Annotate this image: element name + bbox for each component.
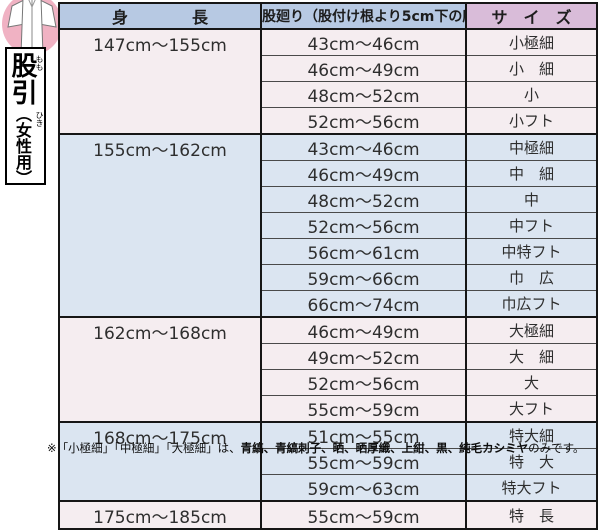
size-cell: 巾広フト [465, 290, 598, 317]
table-row: 55cm～59cm 大フト [59, 395, 598, 422]
footnote: ※「小極細」「中極細」「大極細」は、青縞、青縞刺子、晒、晒厚織、上紺、黒、純毛カ… [47, 440, 585, 456]
product-badge [2, 0, 62, 55]
circumference-cell: 49cm～52cm [260, 343, 467, 370]
circumference-cell: 43cm～46cm [260, 133, 467, 161]
circumference-cell: 46cm～49cm [260, 160, 467, 187]
circumference-cell: 46cm～49cm [260, 55, 467, 82]
size-cell: 小 [465, 81, 598, 108]
size-cell: 特 長 [465, 500, 598, 530]
size-cell: 巾 広 [465, 264, 598, 291]
header-size: サ イ ズ [465, 2, 598, 30]
circumference-cell: 51cm～55cm [260, 421, 467, 449]
table-row: 147cm～155cm 43cm～46cm 小極細 [58, 28, 598, 134]
product-label-box: 股引（女性用） もも ひき [5, 47, 46, 186]
table-row: 155cm～162cm 43cm～46cm 中極細 [58, 133, 598, 317]
circumference-cell: 66cm～74cm [260, 290, 467, 317]
size-cell: 中極細 [465, 133, 598, 161]
table-row: 56cm～61cm 中特フト [59, 238, 598, 265]
circumference-cell: 55cm～59cm [260, 500, 467, 530]
size-cell: 中特フト [465, 238, 598, 265]
table-row: 52cm～56cm 大 [59, 369, 598, 396]
circumference-cell: 43cm～46cm [260, 28, 467, 56]
furigana-hiki: ひき [35, 111, 44, 127]
height-cell: 175cm～185cm [58, 500, 262, 530]
table-row: 59cm～66cm 巾 広 [59, 264, 598, 291]
table-row: 52cm～56cm 中フト [59, 212, 598, 239]
height-cell: 147cm～155cm [58, 28, 262, 134]
table-row: 52cm～56cm 小フト [59, 107, 598, 134]
table-header-row: 身 長 股廻り（股付け根より5cm下の所） サ イ ズ [58, 2, 598, 30]
table-row: 162cm～168cm 46cm～49cm 大極細 [58, 316, 598, 422]
size-cell: 大極細 [465, 316, 598, 344]
height-cell: 168cm～175cm [58, 421, 262, 501]
product-audience: （女性用） [13, 106, 32, 186]
size-cell: 特大細 [465, 421, 598, 449]
circumference-cell: 46cm～49cm [260, 316, 467, 344]
size-table: 身 長 股廻り（股付け根より5cm下の所） サ イ ズ 147cm～155cm4… [58, 2, 598, 530]
footnote-suffix: のみです。 [528, 441, 585, 455]
product-title: 股引 [7, 52, 37, 106]
circumference-cell: 48cm～52cm [260, 81, 467, 108]
circumference-cell: 56cm～61cm [260, 238, 467, 265]
size-cell: 中 [465, 186, 598, 213]
table-row: 48cm～52cm 小 [59, 81, 598, 108]
circumference-cell: 48cm～52cm [260, 186, 467, 213]
size-cell: 小極細 [465, 28, 598, 56]
table-row: 175cm～185cm 55cm～59cm 特 長 [58, 500, 598, 530]
circumference-cell: 59cm～66cm [260, 264, 467, 291]
footnote-prefix: ※「小極細」「中極細」「大極細」は、 [47, 441, 241, 455]
circumference-cell: 55cm～59cm [260, 395, 467, 422]
size-cell: 大フト [465, 395, 598, 422]
table-row: 46cm～49cm 中 細 [59, 160, 598, 187]
table-row: 49cm～52cm 大 細 [59, 343, 598, 370]
height-cell: 162cm～168cm [58, 316, 262, 422]
circumference-cell: 59cm～63cm [260, 474, 467, 501]
size-cell: 大 細 [465, 343, 598, 370]
footnote-fabrics: 青縞、青縞刺子、晒、晒厚織、上紺、黒、純毛カシミヤ [240, 441, 529, 455]
circumference-cell: 52cm～56cm [260, 369, 467, 396]
product-title-vertical: 股引（女性用） [7, 52, 37, 186]
size-cell: 小 細 [465, 55, 598, 82]
header-height: 身 長 [58, 2, 262, 30]
height-cell: 155cm～162cm [58, 133, 262, 317]
size-cell: 小フト [465, 107, 598, 134]
garment-icon [7, 0, 57, 55]
table-body: 147cm～155cm 43cm～46cm 小極細 46cm～49cm 小 細 48cm～… [58, 28, 598, 530]
table-row: 46cm～49cm 小 細 [59, 55, 598, 82]
table-row: 66cm～74cm 巾広フト [59, 290, 598, 317]
furigana-momo: もも [35, 55, 44, 71]
circumference-cell: 52cm～56cm [260, 212, 467, 239]
size-cell: 特大フト [465, 474, 598, 501]
header-circumference: 股廻り（股付け根より5cm下の所） [260, 2, 467, 30]
table-row: 48cm～52cm 中 [59, 186, 598, 213]
size-cell: 中フト [465, 212, 598, 239]
size-cell: 中 細 [465, 160, 598, 187]
circumference-cell: 52cm～56cm [260, 107, 467, 134]
size-cell: 大 [465, 369, 598, 396]
